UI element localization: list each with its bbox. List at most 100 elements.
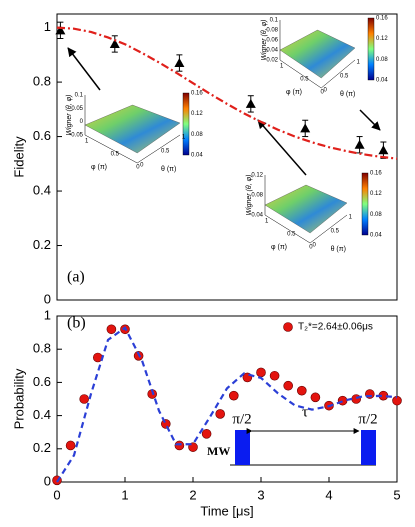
theta-tick: 0: [313, 243, 317, 249]
fit-line: [56, 26, 398, 160]
marker: [55, 25, 66, 35]
pulse: [235, 430, 250, 465]
z-tick: -0.05: [69, 133, 83, 139]
marker: [283, 380, 294, 391]
z-tick: 0.08: [251, 193, 263, 199]
z-tick: 0.02: [266, 58, 278, 64]
marker: [256, 367, 266, 378]
phi-tick: 0: [321, 90, 325, 96]
marker: [337, 395, 348, 406]
inset-axes: [279, 20, 356, 89]
pulse-label: π/2: [358, 411, 377, 427]
legend-marker: [283, 322, 293, 332]
y-tick-label: 0: [44, 473, 51, 488]
colorbar-tick: 0.16: [376, 16, 388, 22]
z-label: Wigner (θ, φ): [261, 20, 268, 61]
theta-label: θ (π): [331, 246, 346, 253]
marker: [106, 324, 117, 335]
y-tick-label: 0.6: [33, 128, 51, 143]
x-tick-label: 2: [189, 487, 196, 502]
marker: [201, 429, 212, 439]
theta-tick: 0: [140, 163, 144, 169]
panel-label: (b): [67, 315, 86, 332]
marker: [174, 440, 185, 451]
theta-tick: 0.5: [340, 74, 349, 80]
theta-tick: 0.5: [161, 149, 170, 155]
wigner-surface: [84, 104, 181, 154]
marker: [215, 409, 225, 419]
arrow: [257, 119, 307, 176]
colorbar-tick: 0.04: [370, 233, 382, 239]
marker: [229, 390, 239, 401]
phi-tick: 0: [136, 165, 140, 171]
wigner-surface: [264, 184, 348, 234]
colorbar-tick: 0.12: [370, 191, 382, 197]
z-tick: 0.1: [75, 93, 84, 99]
colorbar-tick: 0.16: [191, 91, 203, 97]
z-label: Wigner (θ, φ): [66, 95, 73, 136]
phi-tick: 0.5: [300, 77, 309, 83]
delay-label: τ: [302, 404, 308, 420]
marker: [351, 394, 362, 404]
colorbar: [361, 172, 369, 236]
colorbar: [182, 92, 190, 156]
colorbar-tick: 0.12: [376, 36, 388, 42]
x-axis-label: Time [μs]: [200, 503, 253, 518]
colorbar-tick: 0.08: [370, 212, 382, 218]
fit-line: [56, 326, 398, 483]
colorbar-tick: 0.08: [191, 132, 203, 138]
y-tick-label: 1: [44, 307, 51, 322]
theta-tick: 1: [349, 215, 353, 221]
marker: [392, 395, 402, 406]
theta-label: θ (π): [161, 166, 176, 173]
z-tick: 0.04: [266, 48, 278, 54]
marker: [109, 38, 120, 48]
colorbar-tick: 0.16: [370, 171, 382, 177]
phi-label: φ (π): [271, 244, 287, 251]
z-label: Wigner (θ, φ): [246, 175, 253, 216]
inset-axes: [264, 175, 348, 244]
theta-tick: 0.5: [331, 229, 340, 235]
phi-tick: 1: [265, 219, 269, 225]
colorbar-tick: 0.04: [191, 153, 203, 159]
theta-tick: 1: [357, 60, 361, 66]
x-tick-label: 1: [121, 487, 128, 502]
phi-label: φ (π): [286, 89, 302, 96]
wigner-surface: [279, 29, 356, 79]
x-tick-label: 4: [325, 487, 332, 502]
colorbar-tick: 0.08: [376, 57, 388, 63]
y-tick-label: 0.4: [33, 407, 51, 422]
marker: [296, 385, 307, 396]
colorbar-tick: 0.04: [376, 78, 388, 84]
marker: [378, 145, 389, 155]
marker: [354, 139, 365, 149]
phi-tick: 0.5: [287, 232, 296, 238]
y-tick-label: 0.2: [33, 440, 51, 455]
y-tick-label: 0.8: [33, 74, 51, 89]
pulse-label: π/2: [232, 411, 251, 427]
y-tick-label: 1: [44, 19, 51, 34]
phi-tick: 1: [280, 64, 284, 70]
z-tick: 0.12: [251, 173, 263, 179]
y-axis-label: Probability: [11, 368, 26, 429]
theta-tick: 1: [182, 135, 186, 141]
marker: [310, 392, 321, 403]
theta-tick: 0: [324, 88, 328, 94]
y-axis-label: Fidelity: [11, 136, 26, 178]
z-tick: 0.04: [251, 213, 263, 219]
y-tick-label: 0: [44, 291, 51, 306]
x-tick-label: 3: [257, 487, 264, 502]
marker: [174, 58, 185, 68]
pulse-channel: MW: [207, 444, 230, 458]
frame-a: [56, 13, 398, 301]
y-tick-label: 0.8: [33, 341, 51, 356]
marker: [161, 419, 171, 429]
phi-tick: 0.5: [111, 152, 120, 158]
arrow: [359, 109, 381, 131]
phi-tick: 0: [309, 245, 313, 251]
z-tick: 0.05: [71, 106, 83, 112]
panel-label: (a): [67, 269, 85, 286]
legend-label: T₂*=2.64±0.06μs: [298, 322, 373, 333]
arrow: [67, 47, 101, 91]
